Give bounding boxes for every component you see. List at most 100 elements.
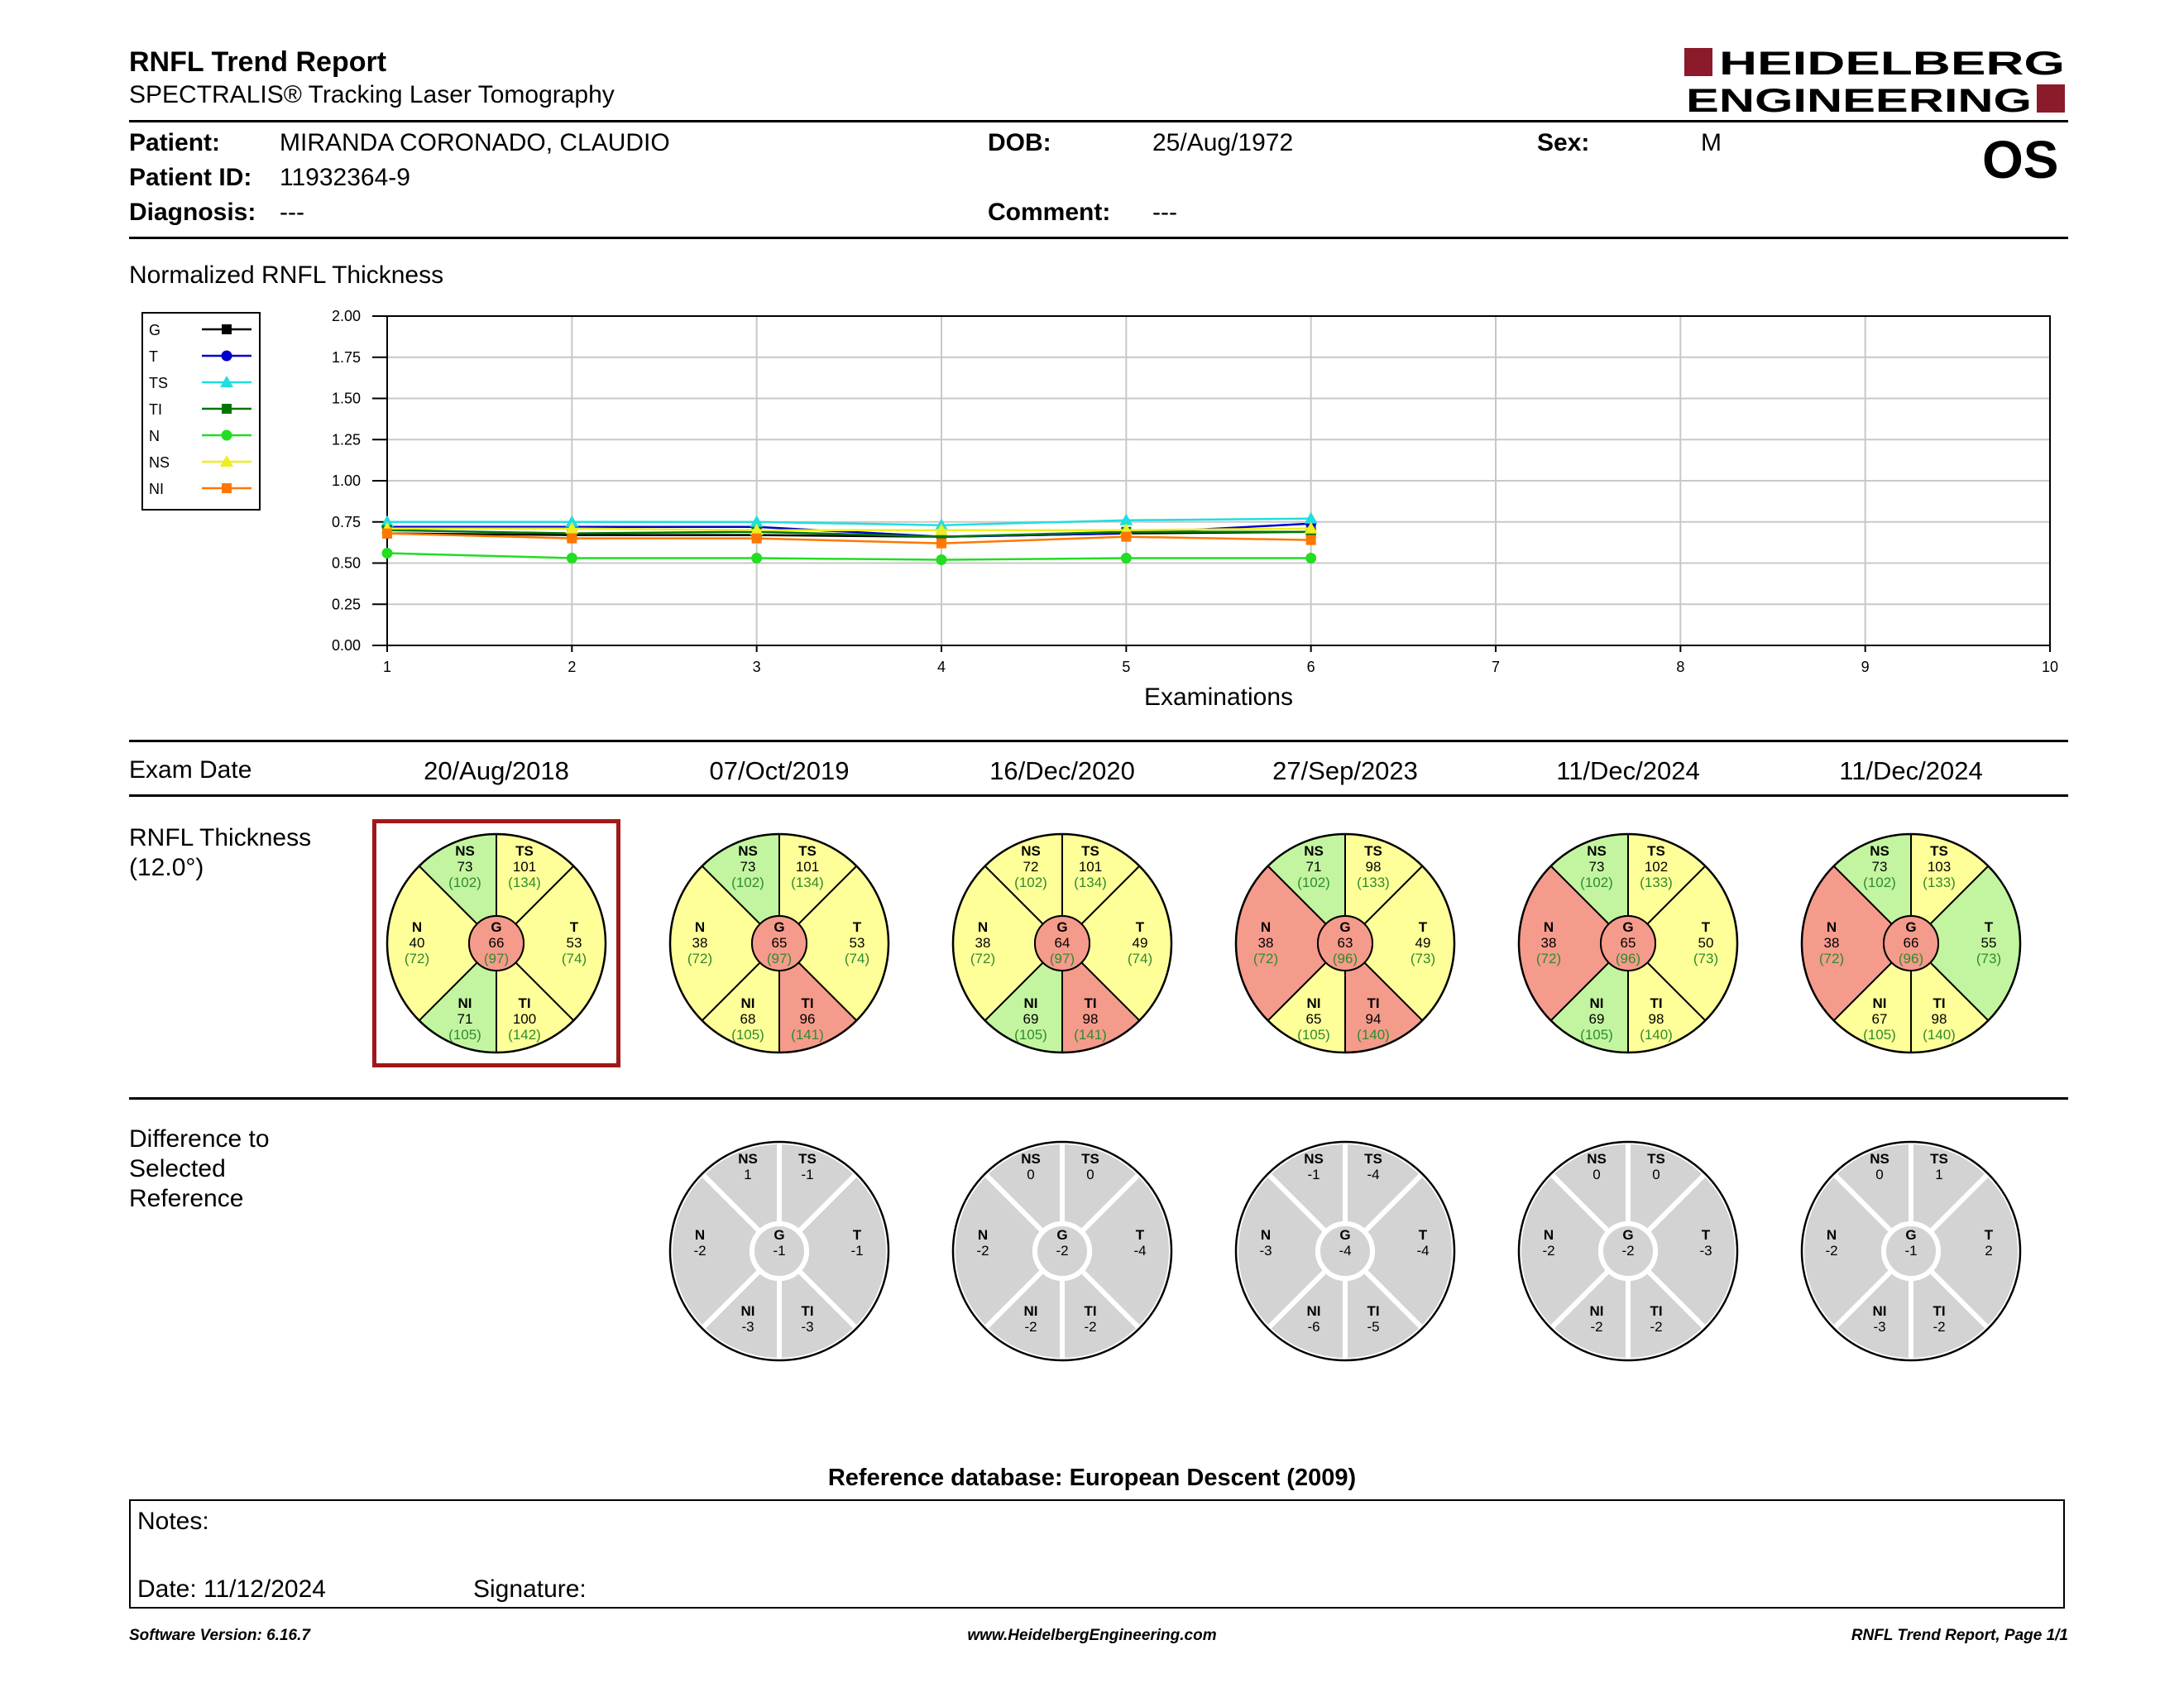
sector-value-ns: 73 (457, 859, 473, 875)
sector-label-ns: NS (1021, 843, 1041, 859)
sector-norm-ns: (102) (1297, 875, 1330, 890)
sector-label-ni: NI (1590, 995, 1604, 1011)
sector-g (1881, 1221, 1941, 1281)
data-point-n (1305, 553, 1317, 564)
sector-value-ti: 98 (1649, 1011, 1664, 1027)
sector-label-ts: TS (1647, 843, 1665, 859)
sector-label-ts: TS (1081, 843, 1099, 859)
sector-value-ni: 69 (1589, 1011, 1605, 1027)
sector-g (750, 1221, 809, 1281)
dob-label: DOB: (988, 129, 1051, 156)
signature-label: Signature: (473, 1575, 587, 1603)
trend-chart: 1 2 3 4 5 6 7 8 9 10 0.00 0.25 0.50 0.75 1.00 1.25 1.50 1… (141, 308, 2058, 711)
sector-label-n: N (1261, 919, 1271, 935)
sector-label-ts: TS (1930, 1151, 1948, 1167)
rnfl-sector-circle: NS73(102)TS102(133)T50(73)TI98(140)NI69(… (1517, 832, 1739, 1054)
sector-value-g: 63 (1338, 935, 1353, 951)
sector-label-t: T (1136, 1227, 1145, 1243)
sector-diff-ni: -6 (1307, 1319, 1320, 1335)
data-point-ni (936, 538, 946, 549)
data-point-ns (935, 523, 948, 535)
sector-norm-ti: (141) (791, 1027, 824, 1043)
sector-diff-ti: -2 (1084, 1319, 1096, 1335)
sector-value-n: 40 (410, 935, 425, 951)
sector-value-ni: 71 (457, 1011, 473, 1027)
sector-value-ns: 73 (1589, 859, 1605, 875)
exam-date: 07/Oct/2019 (709, 756, 850, 785)
sector-g (1032, 1221, 1092, 1281)
sector-label-ts: TS (1364, 1151, 1382, 1167)
sector-value-t: 50 (1698, 935, 1714, 951)
difference-circle: NS-1TS-4T-4TI-5NI-6N-3G-4 (1233, 1139, 1457, 1364)
sector-norm-ns: (102) (1580, 875, 1613, 890)
sector-norm-t: (74) (1128, 951, 1152, 966)
sector-diff-ni: -2 (1024, 1319, 1037, 1335)
sector-diff-ti: -2 (1650, 1319, 1662, 1335)
sector-label-ni: NI (1873, 995, 1887, 1011)
y-tick-label: 2.00 (332, 308, 361, 324)
legend-marker-t (221, 350, 232, 362)
sector-label-ni: NI (458, 995, 472, 1011)
sector-value-t: 49 (1415, 935, 1431, 951)
sector-label-n: N (978, 919, 988, 935)
sector-value-t: 55 (1981, 935, 1997, 951)
sector-diff-ns: 1 (744, 1167, 751, 1182)
sector-value-t: 53 (850, 935, 865, 951)
y-tick-label: 0.25 (332, 596, 361, 612)
sector-value-g: 64 (1055, 935, 1070, 951)
notes-label: Notes: (137, 1508, 209, 1535)
sector-norm-t: (74) (562, 951, 587, 966)
patient-name: MIRANDA CORONADO, CLAUDIO (280, 129, 670, 156)
sector-label-ns: NS (1870, 1151, 1889, 1167)
series-line-n (386, 552, 1311, 561)
rnfl-thickness-label: RNFL Thickness (129, 824, 312, 851)
sector-norm-ti: (140) (1357, 1027, 1390, 1043)
website-link[interactable]: www.HeidelbergEngineering.com (967, 1627, 1217, 1644)
sector-label-ni: NI (1590, 1303, 1604, 1319)
sector-label-ts: TS (515, 843, 534, 859)
sector-label-ts: TS (798, 1151, 817, 1167)
sector-norm-ts: (134) (1074, 875, 1107, 890)
sector-norm-t: (73) (1410, 951, 1435, 966)
chart-title: Normalized RNFL Thickness (129, 261, 444, 289)
report-subtitle: SPECTRALIS® Tracking Laser Tomography (129, 81, 615, 108)
sector-norm-n: (72) (1819, 951, 1844, 966)
sector-diff-n: -2 (693, 1243, 706, 1259)
data-point-ns (1304, 521, 1318, 534)
sector-value-n: 38 (1824, 935, 1840, 951)
patient-id-label: Patient ID: (129, 164, 252, 191)
exam-date: 27/Sep/2023 (1272, 756, 1418, 785)
sector-value-ni: 67 (1872, 1011, 1888, 1027)
diagnosis-label: Diagnosis: (129, 199, 256, 226)
sector-value-t: 53 (567, 935, 582, 951)
sector-norm-ts: (133) (1357, 875, 1390, 890)
exam-date: 11/Dec/2024 (1556, 756, 1700, 785)
legend-label-ns: NS (149, 454, 170, 471)
sector-g (751, 915, 807, 971)
legend-marker-ts (220, 376, 233, 387)
data-point-n (381, 548, 393, 559)
data-point-ni (751, 533, 762, 544)
sector-diff-t: -3 (1699, 1243, 1712, 1259)
legend-label-ti: TI (149, 401, 162, 418)
legend-marker-n (221, 429, 232, 441)
sector-label-ts: TS (1364, 843, 1382, 859)
sector-label-g: G (774, 919, 784, 935)
selected-reference-frame[interactable] (372, 819, 620, 1067)
sector-circle-outline (1234, 832, 1456, 1054)
sector-value-g: 65 (1621, 935, 1636, 951)
sector-label-ni: NI (1307, 995, 1321, 1011)
x-tick-label: 10 (2042, 659, 2058, 675)
sector-label-ti: TI (1933, 1303, 1945, 1319)
sector-label-t: T (1985, 919, 1994, 935)
x-tick-label: 6 (1307, 659, 1315, 675)
sector-label-ns: NS (1304, 1151, 1324, 1167)
data-point-ts (750, 515, 764, 527)
sector-label-t: T (1702, 1227, 1711, 1243)
sector-label-n: N (978, 1227, 988, 1243)
reference-database: Reference database: European Descent (20… (827, 1465, 1357, 1491)
sector-norm-ns: (102) (1863, 875, 1896, 890)
sector-value-ts: 101 (513, 859, 536, 875)
